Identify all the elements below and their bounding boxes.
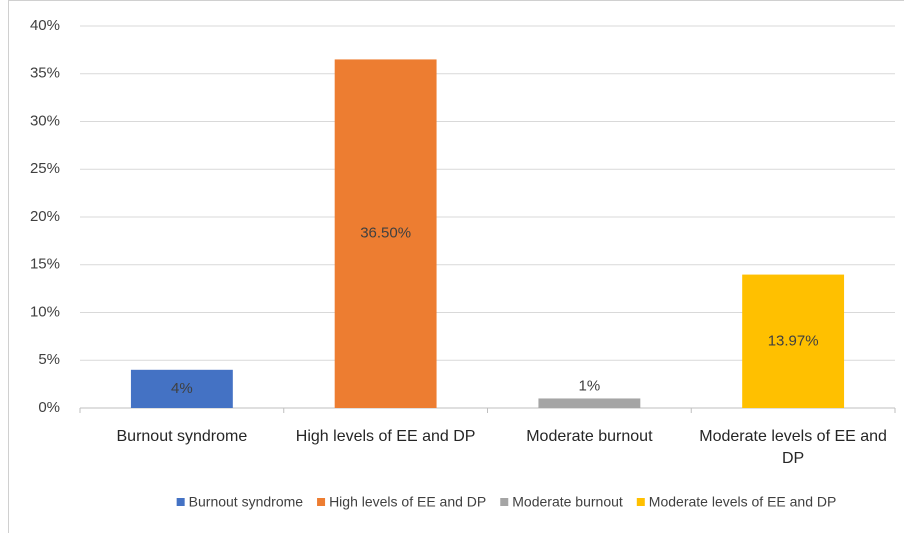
y-tick-label: 35% — [30, 65, 60, 82]
x-tick-label: Moderate levels of EE and DP — [699, 428, 887, 467]
legend-label: Moderate levels of EE and DP — [649, 494, 837, 510]
legend-swatch — [176, 498, 185, 506]
x-tick-label: High levels of EE and DP — [295, 428, 476, 445]
legend-label: Moderate burnout — [512, 494, 623, 510]
data-label: 36.50% — [360, 225, 411, 242]
data-label: 4% — [171, 380, 193, 397]
y-tick-label: 0% — [38, 399, 60, 416]
y-tick-label: 5% — [38, 351, 60, 368]
bar — [742, 274, 845, 408]
legend-swatch — [317, 498, 326, 506]
y-tick-label: 10% — [30, 303, 60, 320]
data-label: 13.97% — [768, 332, 819, 349]
legend-label: Burnout syndrome — [189, 494, 304, 510]
chart-border — [8, 0, 904, 533]
bar — [538, 398, 641, 408]
bar — [334, 59, 437, 409]
data-label: 1% — [579, 377, 601, 394]
x-tick-label: Moderate burnout — [526, 428, 653, 445]
bar — [130, 369, 233, 408]
legend-swatch — [500, 498, 509, 506]
legend-swatch — [636, 498, 645, 506]
y-tick-label: 30% — [30, 112, 60, 129]
y-tick-label: 25% — [30, 160, 60, 177]
y-tick-label: 20% — [30, 208, 60, 225]
x-tick-label: Burnout syndrome — [116, 428, 248, 445]
y-tick-label: 40% — [30, 17, 60, 34]
y-tick-label: 15% — [30, 256, 60, 273]
legend-label: High levels of EE and DP — [329, 494, 486, 510]
